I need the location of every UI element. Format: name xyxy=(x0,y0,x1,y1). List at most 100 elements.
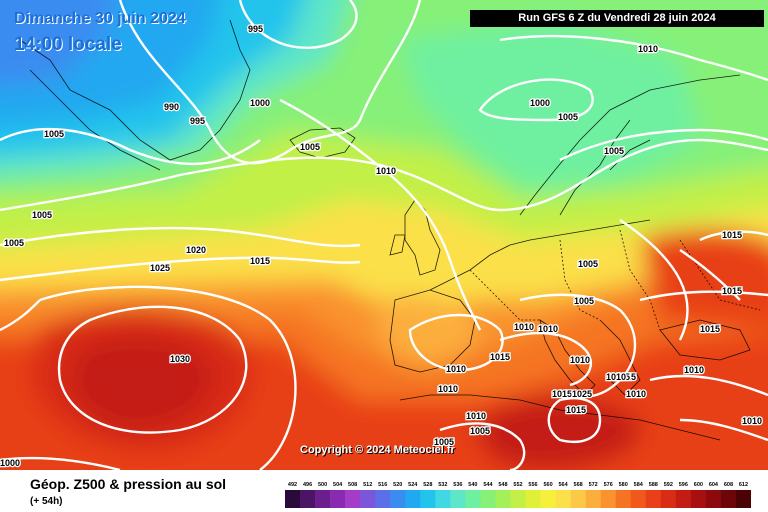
legend-swatch xyxy=(690,490,707,508)
geopotential-field xyxy=(0,0,768,470)
isobar-label: 1015 xyxy=(250,256,270,266)
isobar-label: 990 xyxy=(164,102,179,112)
legend-swatch xyxy=(345,490,361,508)
legend-tick-label: 524 xyxy=(408,482,418,488)
isobar-label: 1005 xyxy=(4,238,24,248)
run-info-banner: Run GFS 6 Z du Vendredi 28 juin 2024 xyxy=(470,10,764,27)
legend-swatch xyxy=(525,490,541,508)
legend-tick-label: 600 xyxy=(694,482,703,488)
legend-tick-label: 588 xyxy=(649,482,658,488)
isobar-label: 995 xyxy=(190,116,205,126)
legend-swatch xyxy=(390,490,406,508)
legend-tick-label: 528 xyxy=(423,482,432,488)
isobar-label: 1010 xyxy=(638,44,658,54)
legend-swatch xyxy=(330,490,346,508)
forecast-time: 14:00 locale xyxy=(14,34,122,55)
legend-swatch xyxy=(315,490,331,508)
legend-tick-label: 592 xyxy=(664,482,673,488)
footer-bar: Géop. Z500 & pression au sol (+ 54h) 492… xyxy=(0,470,768,512)
legend-tick-label: 580 xyxy=(619,482,628,488)
isobar-label: 1000 xyxy=(0,458,20,468)
isobars xyxy=(0,0,768,470)
legend-swatch xyxy=(375,490,391,508)
isobar-label: 1010 xyxy=(570,355,590,365)
isobar-label: 1030 xyxy=(170,354,190,364)
isobar-label: 1010 xyxy=(742,416,762,426)
isobar-label: 1000 xyxy=(530,98,550,108)
legend-swatch xyxy=(660,490,677,508)
isobar-label: 1020 xyxy=(186,245,206,255)
legend-swatch xyxy=(720,490,737,508)
isobar-label: 1010 xyxy=(626,389,646,399)
legend-swatch xyxy=(360,490,376,508)
legend-tick-label: 540 xyxy=(468,482,477,488)
legend-tick-label: 552 xyxy=(513,482,522,488)
isobar-labels: 995 1010 990 995 1000 1000 1005 1005 101… xyxy=(0,23,763,470)
isobar-label: 1015 xyxy=(490,352,510,362)
isobar-label: 1010 xyxy=(606,372,626,382)
isobar-label: 1010 xyxy=(684,365,704,375)
color-legend: 492 496 500 504 508 512 516 520 524 528 532 536 540 5… xyxy=(285,482,751,508)
isobar-label: 1015 xyxy=(722,230,742,240)
isobar-label: 1005 xyxy=(470,426,490,436)
legend-tick-label: 584 xyxy=(634,482,644,488)
legend-tick-label: 532 xyxy=(438,482,447,488)
isobar-label: 1010 xyxy=(514,322,534,332)
legend-tick-label: 556 xyxy=(528,482,537,488)
legend-swatch xyxy=(435,490,451,508)
isobar-label: 1025 xyxy=(150,263,170,273)
legend-tick-label: 500 xyxy=(318,482,327,488)
legend-swatch xyxy=(285,490,301,508)
isobar-label: 1005 xyxy=(604,146,624,156)
legend-swatch xyxy=(510,490,526,508)
legend-tick-label: 568 xyxy=(574,482,583,488)
legend-swatch xyxy=(405,490,421,508)
isobar-label: 1025 xyxy=(572,389,592,399)
legend-tick-label: 572 xyxy=(589,482,598,488)
isobar-label: 1005 xyxy=(300,142,320,152)
isobar-label: 1015 xyxy=(700,324,720,334)
legend-tick-label: 544 xyxy=(483,482,493,488)
legend-tick-label: 512 xyxy=(363,482,372,488)
legend-tick-label: 516 xyxy=(378,482,387,488)
isobar-label: 1015 xyxy=(610,372,630,382)
isobar-label: 1005 xyxy=(434,437,454,447)
copyright-notice: Copyright © 2024 Meteociel.fr xyxy=(300,444,455,456)
isobar-label: 1010 xyxy=(438,384,458,394)
legend-swatch xyxy=(465,490,481,508)
legend-swatch xyxy=(705,490,722,508)
legend-tick-label: 612 xyxy=(739,482,748,488)
legend-swatch xyxy=(630,490,647,508)
legend-tick-label: 496 xyxy=(303,482,312,488)
isobar-label: 995 xyxy=(248,24,263,34)
isobar-label: 1015 xyxy=(616,372,636,382)
legend-tick-label: 604 xyxy=(709,482,719,488)
legend-swatch xyxy=(450,490,466,508)
isobar-label: 1005 xyxy=(32,210,52,220)
legend-tick-label: 492 xyxy=(288,482,297,488)
isobar-label: 1010 xyxy=(446,364,466,374)
forecast-offset: (+ 54h) xyxy=(30,496,63,507)
legend-tick-label: 608 xyxy=(724,482,733,488)
isobar-label: 1015 xyxy=(722,286,742,296)
isobar-label: 1005 xyxy=(44,129,64,139)
legend-tick-label: 508 xyxy=(348,482,357,488)
forecast-date: Dimanche 30 juin 2024 xyxy=(14,10,186,27)
isobar-label: 1010 xyxy=(376,166,396,176)
legend-tick-label: 536 xyxy=(453,482,462,488)
isobar-label: 1005 xyxy=(558,112,578,122)
legend-swatch xyxy=(645,490,662,508)
isobar-label: 1010 xyxy=(538,324,558,334)
isobar-label: 1000 xyxy=(250,98,270,108)
legend-swatch xyxy=(600,490,617,508)
legend-swatch xyxy=(495,490,511,508)
legend-swatch xyxy=(420,490,436,508)
legend-swatch xyxy=(585,490,601,508)
legend-tick-label: 520 xyxy=(393,482,402,488)
isobar-label: 1010 xyxy=(466,411,486,421)
legend-swatch xyxy=(675,490,692,508)
legend-swatch xyxy=(540,490,556,508)
legend-tick-label: 596 xyxy=(679,482,688,488)
isobar-label: 1005 xyxy=(578,259,598,269)
map-title: Géop. Z500 & pression au sol xyxy=(30,476,227,492)
